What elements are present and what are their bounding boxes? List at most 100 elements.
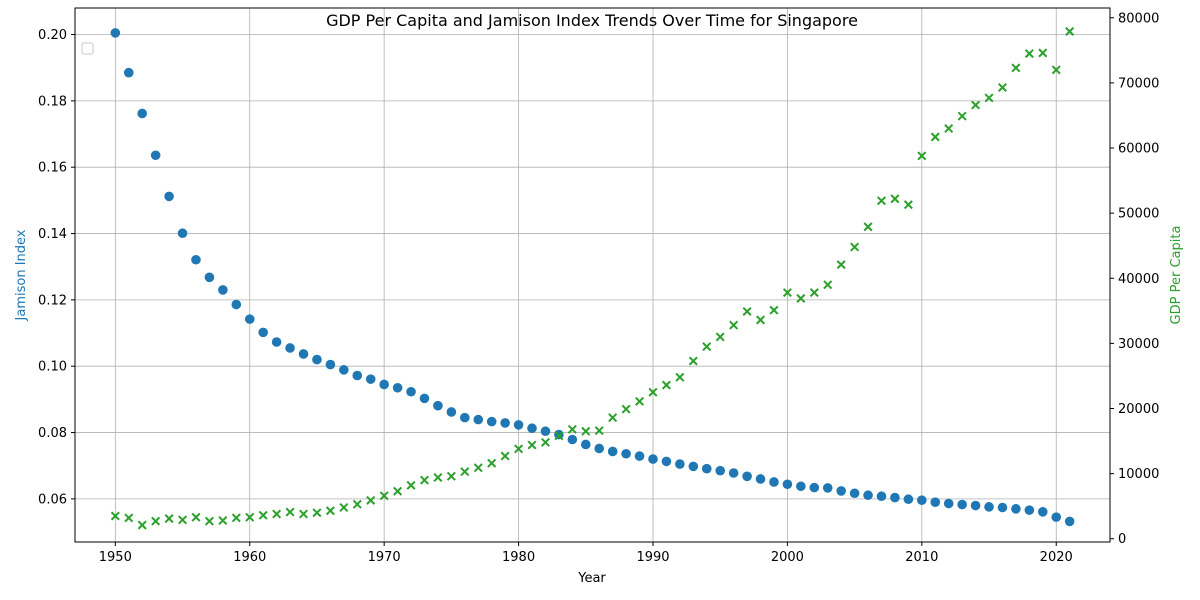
gdp-point — [419, 475, 429, 485]
jamison-point — [1011, 504, 1021, 514]
gdp-point — [661, 380, 671, 390]
y-right-tick-label: 0 — [1118, 532, 1126, 547]
gdp-point — [1065, 26, 1075, 36]
gdp-point — [1051, 65, 1061, 75]
gdp-point — [1011, 63, 1021, 73]
jamison-point — [271, 337, 282, 347]
gdp-point — [635, 396, 645, 406]
y-right-tick-label: 20000 — [1118, 402, 1159, 417]
jamison-point — [943, 498, 954, 509]
gdp-point — [325, 506, 335, 516]
jamison-point — [258, 327, 268, 338]
gdp-point — [1038, 48, 1048, 58]
jamison-point — [984, 502, 994, 512]
jamison-point — [782, 479, 793, 490]
gdp-point — [702, 342, 712, 352]
gdp-point — [742, 306, 752, 316]
gdp-point — [997, 82, 1007, 92]
gdp-point — [500, 451, 510, 461]
y-right-tick-label: 10000 — [1118, 467, 1159, 482]
gdp-point — [446, 471, 456, 481]
gdp-point — [137, 520, 147, 530]
jamison-point — [1037, 507, 1048, 517]
y-left-tick-label: 0.12 — [38, 293, 67, 308]
jamison-point — [849, 488, 860, 499]
marks-layer — [110, 26, 1075, 530]
gdp-point — [675, 372, 685, 382]
x-tick-label: 1960 — [233, 550, 266, 565]
gdp-point — [944, 123, 954, 133]
jamison-point — [1064, 516, 1075, 527]
jamison-point — [231, 299, 242, 310]
jamison-point — [365, 374, 376, 384]
jamison-point — [701, 463, 712, 474]
gdp-point — [204, 516, 214, 526]
gdp-point — [366, 495, 376, 505]
gdp-point — [1024, 49, 1034, 59]
x-tick-label: 2000 — [771, 550, 804, 565]
jamison-point — [567, 434, 578, 445]
gdp-point — [164, 514, 174, 524]
jamison-point — [957, 499, 967, 510]
x-tick-label: 1990 — [636, 550, 669, 565]
gdp-point — [594, 426, 604, 436]
y-right-tick-label: 70000 — [1118, 76, 1159, 91]
gdp-point — [796, 293, 806, 303]
jamison-point — [150, 150, 161, 161]
jamison-point — [137, 108, 148, 119]
jamison-point — [796, 481, 806, 492]
gdp-point — [756, 315, 766, 325]
jamison-point — [500, 418, 510, 428]
gdp-point — [581, 426, 591, 436]
y-right-tick-label: 80000 — [1118, 11, 1159, 26]
gdp-point — [850, 242, 860, 252]
jamison-point — [1024, 505, 1035, 515]
gdp-point — [729, 320, 739, 330]
y-right-axis-label: GDP Per Capita — [1169, 226, 1184, 325]
gdp-point — [487, 458, 497, 468]
jamison-point — [769, 477, 779, 487]
gdp-point — [527, 440, 537, 450]
jamison-point — [486, 416, 497, 427]
legend-box — [81, 42, 94, 55]
y-left-axis-label: Jamison Index — [14, 229, 29, 321]
gdp-point — [191, 512, 201, 522]
y-left-tick-label: 0.16 — [38, 161, 67, 176]
gdp-point — [352, 499, 362, 509]
gdp-point — [782, 288, 792, 298]
gdp-point — [823, 280, 833, 290]
jamison-point — [540, 426, 551, 437]
jamison-point — [809, 482, 820, 493]
gdp-point — [298, 509, 309, 519]
gdp-point — [473, 463, 483, 473]
plot-frame — [74, 7, 1111, 543]
x-tick-label: 1970 — [368, 550, 401, 565]
jamison-point — [110, 28, 121, 38]
gdp-point — [285, 507, 295, 517]
jamison-point — [433, 400, 443, 411]
jamison-point — [123, 67, 134, 78]
jamison-point — [204, 272, 215, 283]
gdp-point — [917, 151, 927, 161]
gdp-point — [272, 509, 282, 519]
y-right-tick-label: 60000 — [1118, 142, 1159, 157]
gdp-point — [540, 437, 550, 447]
gdp-point — [151, 516, 161, 526]
jamison-point — [822, 483, 833, 493]
jamison-point — [715, 465, 725, 476]
gdp-point — [124, 513, 134, 523]
jamison-point — [527, 423, 537, 434]
gdp-point — [621, 404, 631, 414]
gdp-point — [393, 486, 403, 496]
jamison-point — [863, 490, 873, 501]
jamison-point — [728, 468, 739, 478]
jamison-point — [675, 459, 685, 469]
jamison-point — [419, 393, 430, 404]
gdp-point — [836, 260, 846, 270]
jamison-point — [621, 448, 631, 459]
y-left-tick-label: 0.06 — [38, 492, 67, 507]
gdp-point — [567, 424, 577, 434]
gdp-point — [312, 508, 322, 518]
gdp-point — [514, 444, 524, 454]
jamison-point — [890, 492, 900, 503]
